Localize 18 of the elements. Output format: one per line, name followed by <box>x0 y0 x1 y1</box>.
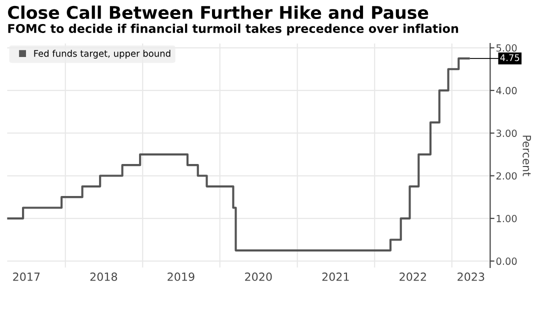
x-tick-label: 2023 <box>458 272 484 281</box>
chart-title: Close Call Between Further Hike and Pause <box>8 6 428 20</box>
y-axis-title: Percent <box>522 136 531 176</box>
x-tick-label: 2019 <box>168 272 194 281</box>
y-tick-label: 0.00 <box>496 258 517 265</box>
x-tick-label: 2017 <box>13 272 40 281</box>
x-tick-label: 2018 <box>90 272 118 281</box>
x-tick-label: 2022 <box>400 272 426 281</box>
x-tick-label: 2020 <box>245 272 272 281</box>
y-tick-label: 1.00 <box>496 214 517 222</box>
annotation: 4.75 <box>500 54 520 62</box>
y-tick-label: 2.00 <box>496 172 517 180</box>
y-tick-label: 5.00 <box>496 44 517 52</box>
y-tick-label: 4.00 <box>496 86 517 94</box>
x-tick-label: 2021 <box>322 272 349 281</box>
chart-subtitle: FOMC to decide if financial turmoil takes precedence over inflation <box>8 24 458 36</box>
y-tick-label: 3.00 <box>496 130 517 137</box>
legend-label: Fed funds target, upper bound <box>34 50 170 59</box>
